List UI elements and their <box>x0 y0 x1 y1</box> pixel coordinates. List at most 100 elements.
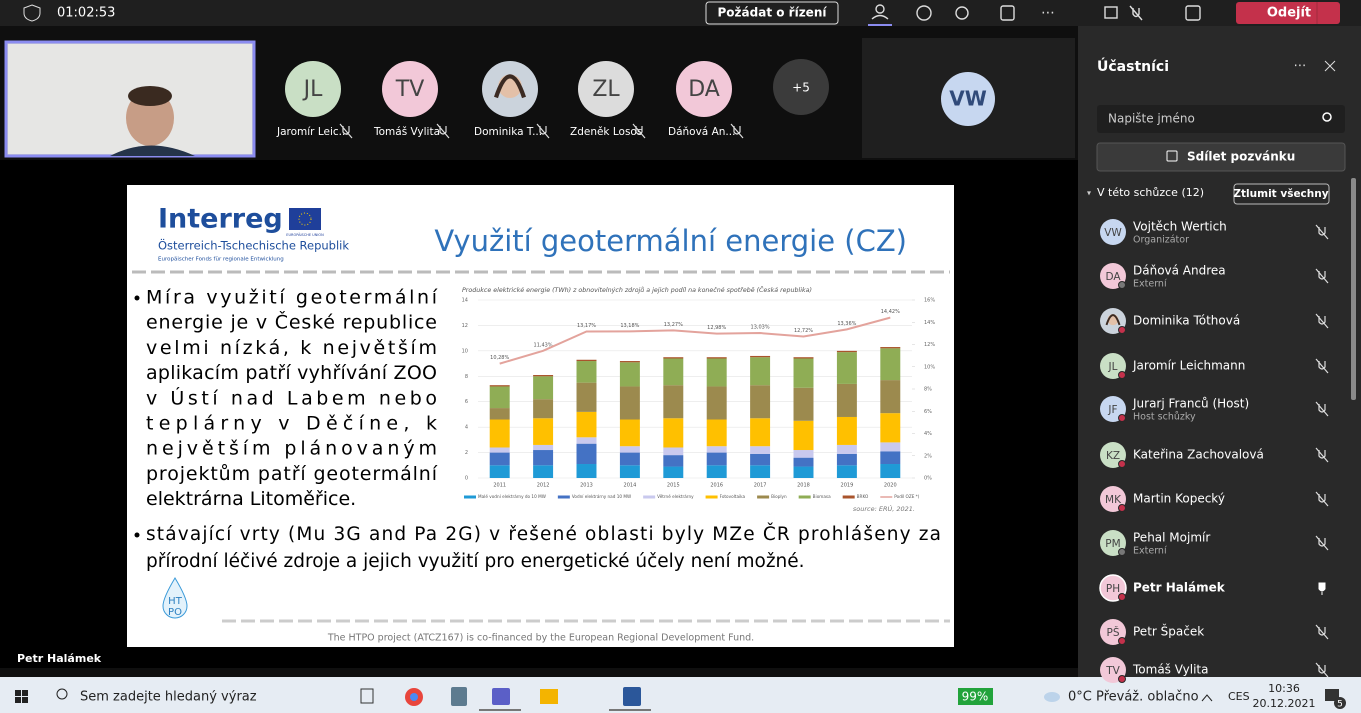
overflow-count[interactable]: +5 <box>792 81 810 95</box>
bar-segment <box>663 418 683 447</box>
legend-label: Bioplyn <box>771 494 787 499</box>
presence-badge <box>1119 415 1126 422</box>
legend-swatch <box>843 496 855 499</box>
participant-role: Externí <box>1133 546 1167 557</box>
bar-segment <box>707 357 727 358</box>
timer: 01:02:53 <box>57 6 115 21</box>
bar-segment <box>880 442 900 451</box>
bar-segment <box>794 458 814 467</box>
person-hair <box>128 86 172 106</box>
fund-name: Europäischer Fonds für regionale Entwick… <box>158 257 284 263</box>
clock-date[interactable]: 20.12.2021 <box>1253 697 1316 710</box>
section-label[interactable]: V této schůzce (12) <box>1097 186 1204 199</box>
participant-name: Dominika T... <box>474 126 542 138</box>
bullet-text: Míra využití geotermální <box>146 287 438 309</box>
collapse-icon[interactable]: ▾ <box>1087 189 1091 198</box>
bar-segment <box>577 464 597 478</box>
bar-segment <box>577 444 597 464</box>
participant-name[interactable]: Pehal Mojmír <box>1133 531 1210 545</box>
x-tick-label: 2017 <box>754 483 767 489</box>
x-tick-label: 2018 <box>797 483 810 489</box>
presence-badge <box>1119 676 1126 683</box>
participant-name[interactable]: Petr Špaček <box>1133 624 1204 639</box>
legend-swatch <box>464 496 476 499</box>
presence-badge <box>1119 594 1126 601</box>
avatar-initials: VW <box>1104 227 1122 239</box>
bar-segment <box>750 418 770 446</box>
participant-name[interactable]: Jurarj Franců (Host) <box>1132 397 1249 411</box>
panel-more[interactable]: ⋯ <box>1294 59 1307 74</box>
leave-label[interactable]: Odejít <box>1267 6 1311 21</box>
mute-all-label[interactable]: Ztlumit všechny <box>1233 188 1328 200</box>
bullet-text: přírodní léčivé zdroje a jejich využití … <box>146 551 805 572</box>
x-tick-label: 2019 <box>841 483 854 489</box>
bar-segment <box>490 447 510 452</box>
legend-label: Malé vodní elektrárny do 10 MW <box>478 494 546 499</box>
legend-label: Fotovoltaika <box>720 494 746 499</box>
notification-count[interactable]: 5 <box>1337 700 1343 710</box>
battery-label[interactable]: 99% <box>962 690 989 704</box>
bullet-text: elektrárna Litoměřice. <box>146 488 356 510</box>
x-tick-label: 2016 <box>710 483 723 489</box>
bar-segment <box>663 455 683 466</box>
htpo-logo: PO <box>168 607 182 618</box>
bar-segment <box>837 417 857 445</box>
participant-name[interactable]: Tomáš Vylita <box>1132 663 1208 677</box>
weather[interactable]: 0°C Převáž. oblačno <box>1068 690 1199 705</box>
participant-name: Jaromír Leic... <box>276 126 349 138</box>
panel-title: Účastníci <box>1097 57 1169 75</box>
slide-footer: The HTPO project (ATCZ167) is co-finance… <box>327 633 754 644</box>
participant-name[interactable]: Dominika Tóthová <box>1133 314 1240 328</box>
bar-segment <box>620 465 640 478</box>
avatar-initials: VW <box>949 87 987 111</box>
bar-segment <box>490 420 510 448</box>
language[interactable]: CES <box>1228 690 1250 703</box>
bar-segment <box>794 450 814 458</box>
more-icon[interactable]: ⋯ <box>1041 5 1055 21</box>
bullet <box>135 296 140 301</box>
participant-name[interactable]: Kateřina Zachovalová <box>1133 448 1264 462</box>
participant-name[interactable]: Dáňová Andrea <box>1133 264 1226 278</box>
clock-time[interactable]: 10:36 <box>1268 682 1300 695</box>
chart-source: source: ERÚ, 2021. <box>853 504 915 513</box>
presence-badge <box>1119 282 1126 289</box>
data-label: 13,17% <box>577 323 596 329</box>
avatar-initials: MK <box>1105 494 1122 506</box>
legend-swatch <box>799 496 811 499</box>
taskbar-search[interactable]: Sem zadejte hledaný výraz <box>80 690 257 705</box>
legend-swatch <box>757 496 769 499</box>
bar-segment <box>533 375 553 376</box>
y2-tick-label: 16% <box>924 298 935 304</box>
avatar-initials: KZ <box>1106 450 1120 462</box>
bar-segment <box>577 437 597 443</box>
search-placeholder[interactable]: Napište jméno <box>1108 112 1195 126</box>
data-label: 13,36% <box>837 321 856 327</box>
participant-name[interactable]: Jaromír Leichmann <box>1132 359 1245 373</box>
program-name: Österreich-Tschechische Republik <box>158 237 349 253</box>
top-bar <box>0 0 1361 26</box>
eu-flag <box>289 208 321 230</box>
bar-segment <box>663 467 683 478</box>
weather-icon[interactable] <box>1044 692 1060 702</box>
x-tick-label: 2015 <box>667 483 680 489</box>
avatar-initials: TV <box>395 77 425 102</box>
bar-segment <box>750 356 770 357</box>
avatar-initials: JL <box>302 77 323 102</box>
share-label[interactable]: Sdílet pozvánku <box>1187 150 1295 164</box>
avatar-initials: DA <box>688 77 720 102</box>
data-label: 12,72% <box>794 328 813 334</box>
participant-name: Dáňová An... <box>668 126 735 138</box>
bullet-text: stávající vrty (Mu 3G and Pa 2G) v řešen… <box>146 523 941 545</box>
bar-segment <box>794 388 814 421</box>
x-tick-label: 2012 <box>537 483 550 489</box>
participant-name[interactable]: Vojtěch Wertich <box>1133 220 1227 234</box>
avatar-initials: DA <box>1105 271 1121 283</box>
bar-segment <box>490 465 510 478</box>
bar-segment <box>663 358 683 385</box>
participant-name[interactable]: Petr Halámek <box>1133 581 1226 595</box>
y-tick-label: 2 <box>465 450 468 456</box>
participant-name[interactable]: Martin Kopecký <box>1133 492 1225 506</box>
presence-badge <box>1119 372 1126 379</box>
bar-segment <box>620 386 640 419</box>
request-control-label[interactable]: Požádat o řízení <box>718 6 828 20</box>
